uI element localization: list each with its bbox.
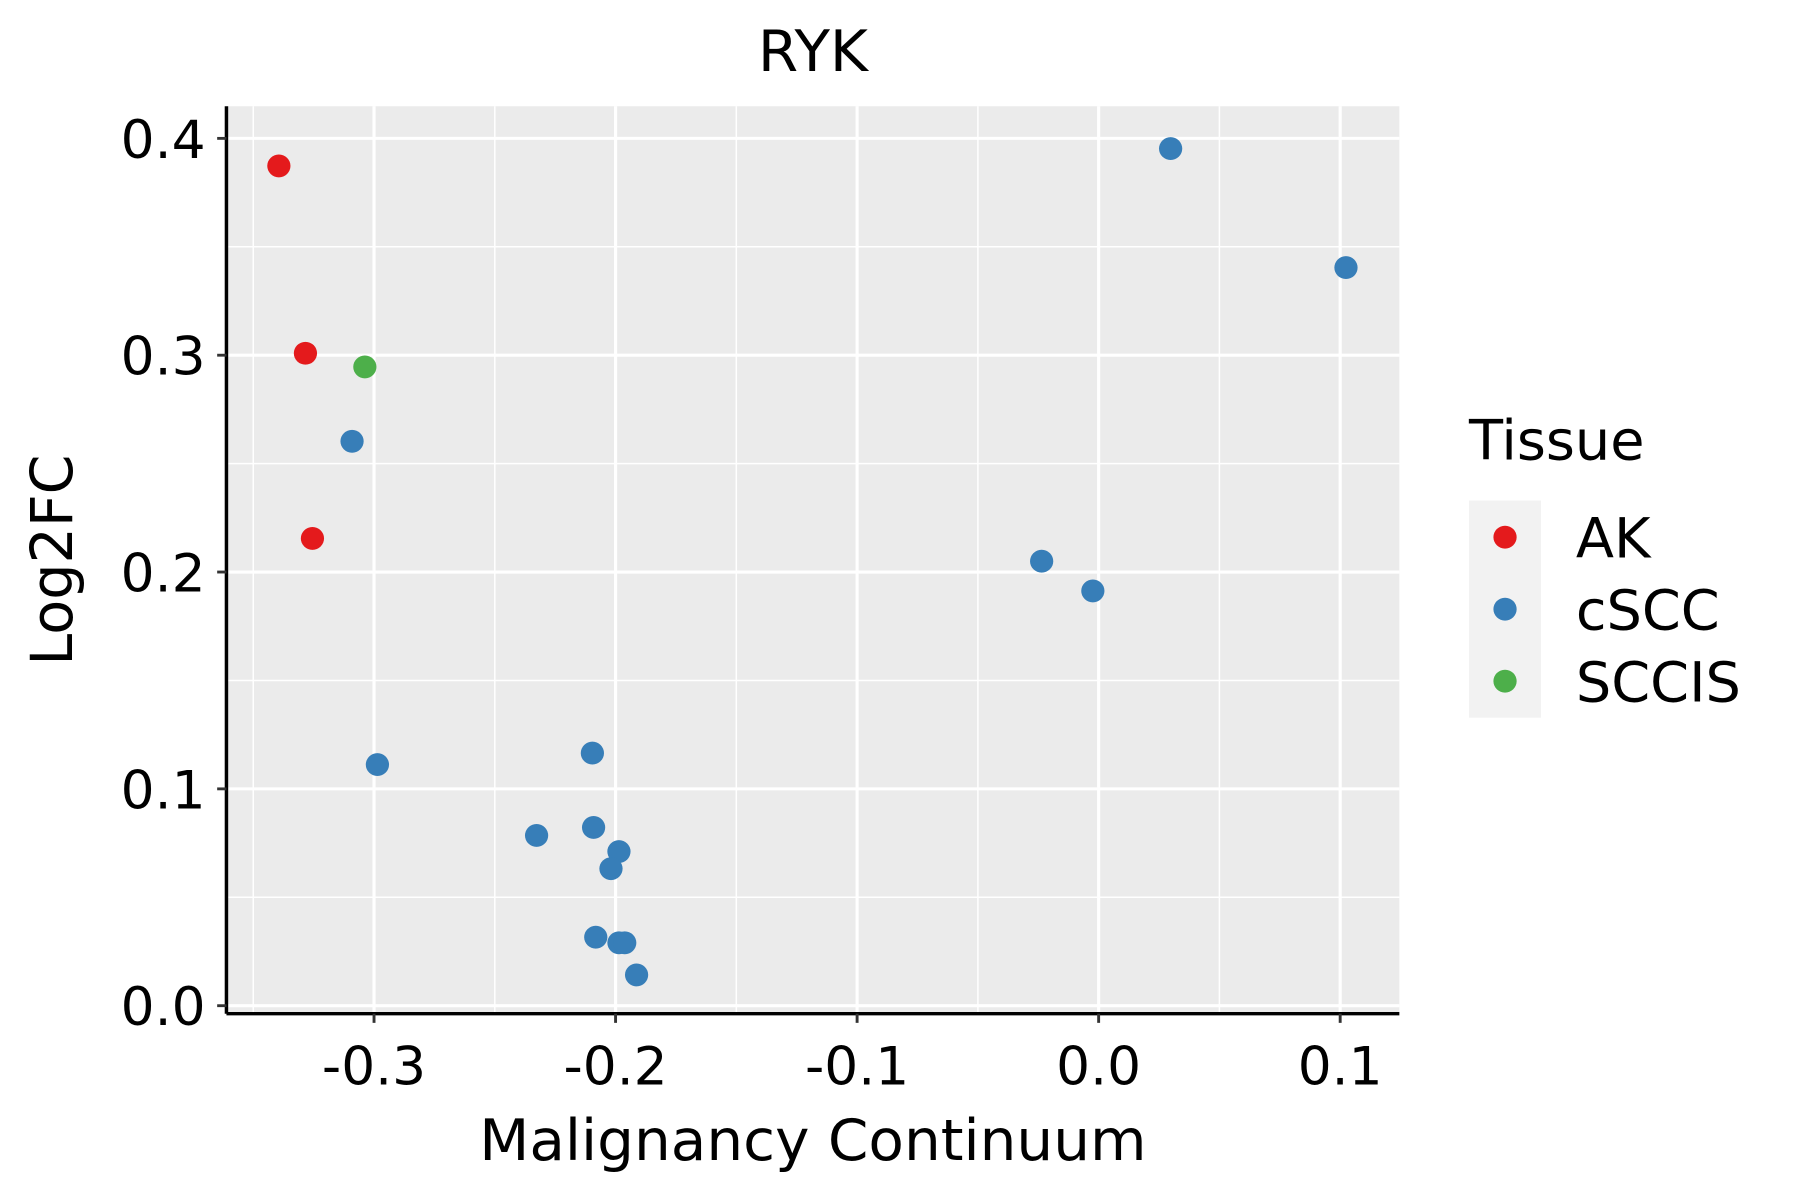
data-point-ak bbox=[300, 526, 325, 550]
y-tick-label: 0.3 bbox=[121, 327, 206, 388]
x-axis-label: Malignancy Continuum bbox=[479, 1107, 1146, 1173]
data-point-sccis bbox=[353, 355, 377, 379]
chart-title: RYK bbox=[758, 18, 869, 84]
data-point-cscc bbox=[1030, 549, 1054, 573]
data-points bbox=[267, 137, 1358, 987]
data-point-cscc bbox=[365, 753, 390, 777]
data-point-cscc bbox=[599, 857, 623, 881]
data-point-cscc bbox=[613, 931, 637, 955]
data-point-ak bbox=[293, 341, 318, 365]
x-tick-label: -0.1 bbox=[805, 1037, 909, 1098]
x-axis-ticks: -0.3 -0.2 -0.1 0.0 0.1 bbox=[322, 1013, 1383, 1098]
data-point-cscc bbox=[1159, 137, 1183, 160]
y-tick-label: 0.2 bbox=[121, 544, 206, 605]
y-axis-label: Log2FC bbox=[19, 454, 87, 665]
y-tick-label: 0.1 bbox=[121, 761, 206, 822]
legend-label: AK bbox=[1576, 508, 1652, 571]
y-tick-label: 0.4 bbox=[121, 110, 206, 171]
legend: Tissue AK cSCC SCCIS bbox=[1468, 410, 1741, 718]
data-point-cscc bbox=[340, 429, 364, 453]
legend-label: SCCIS bbox=[1576, 652, 1741, 715]
x-tick-label: 0.0 bbox=[1056, 1037, 1141, 1098]
x-tick-label: -0.3 bbox=[322, 1037, 426, 1098]
data-point-cscc bbox=[524, 824, 549, 847]
x-tick-label: 0.1 bbox=[1298, 1037, 1383, 1098]
legend-label: cSCC bbox=[1576, 580, 1720, 643]
data-point-cscc bbox=[1334, 256, 1358, 280]
legend-title: Tissue bbox=[1468, 410, 1645, 473]
data-point-cscc bbox=[624, 963, 649, 987]
data-point-cscc bbox=[580, 741, 604, 765]
legend-key-sccis bbox=[1493, 669, 1517, 693]
plot-panel bbox=[226, 106, 1400, 1014]
y-tick-label: 0.0 bbox=[121, 978, 206, 1039]
legend-key-ak bbox=[1493, 525, 1517, 549]
y-axis-ticks: 0.0 0.1 0.2 0.3 0.4 bbox=[121, 110, 227, 1038]
legend-key-cscc bbox=[1493, 597, 1517, 621]
gridlines bbox=[226, 106, 1400, 1014]
data-point-ak bbox=[267, 154, 291, 178]
data-point-cscc bbox=[581, 816, 606, 839]
data-point-cscc bbox=[584, 925, 608, 949]
data-point-cscc bbox=[1081, 579, 1105, 603]
data-point-cscc bbox=[607, 840, 631, 863]
x-tick-label: -0.2 bbox=[563, 1037, 667, 1098]
